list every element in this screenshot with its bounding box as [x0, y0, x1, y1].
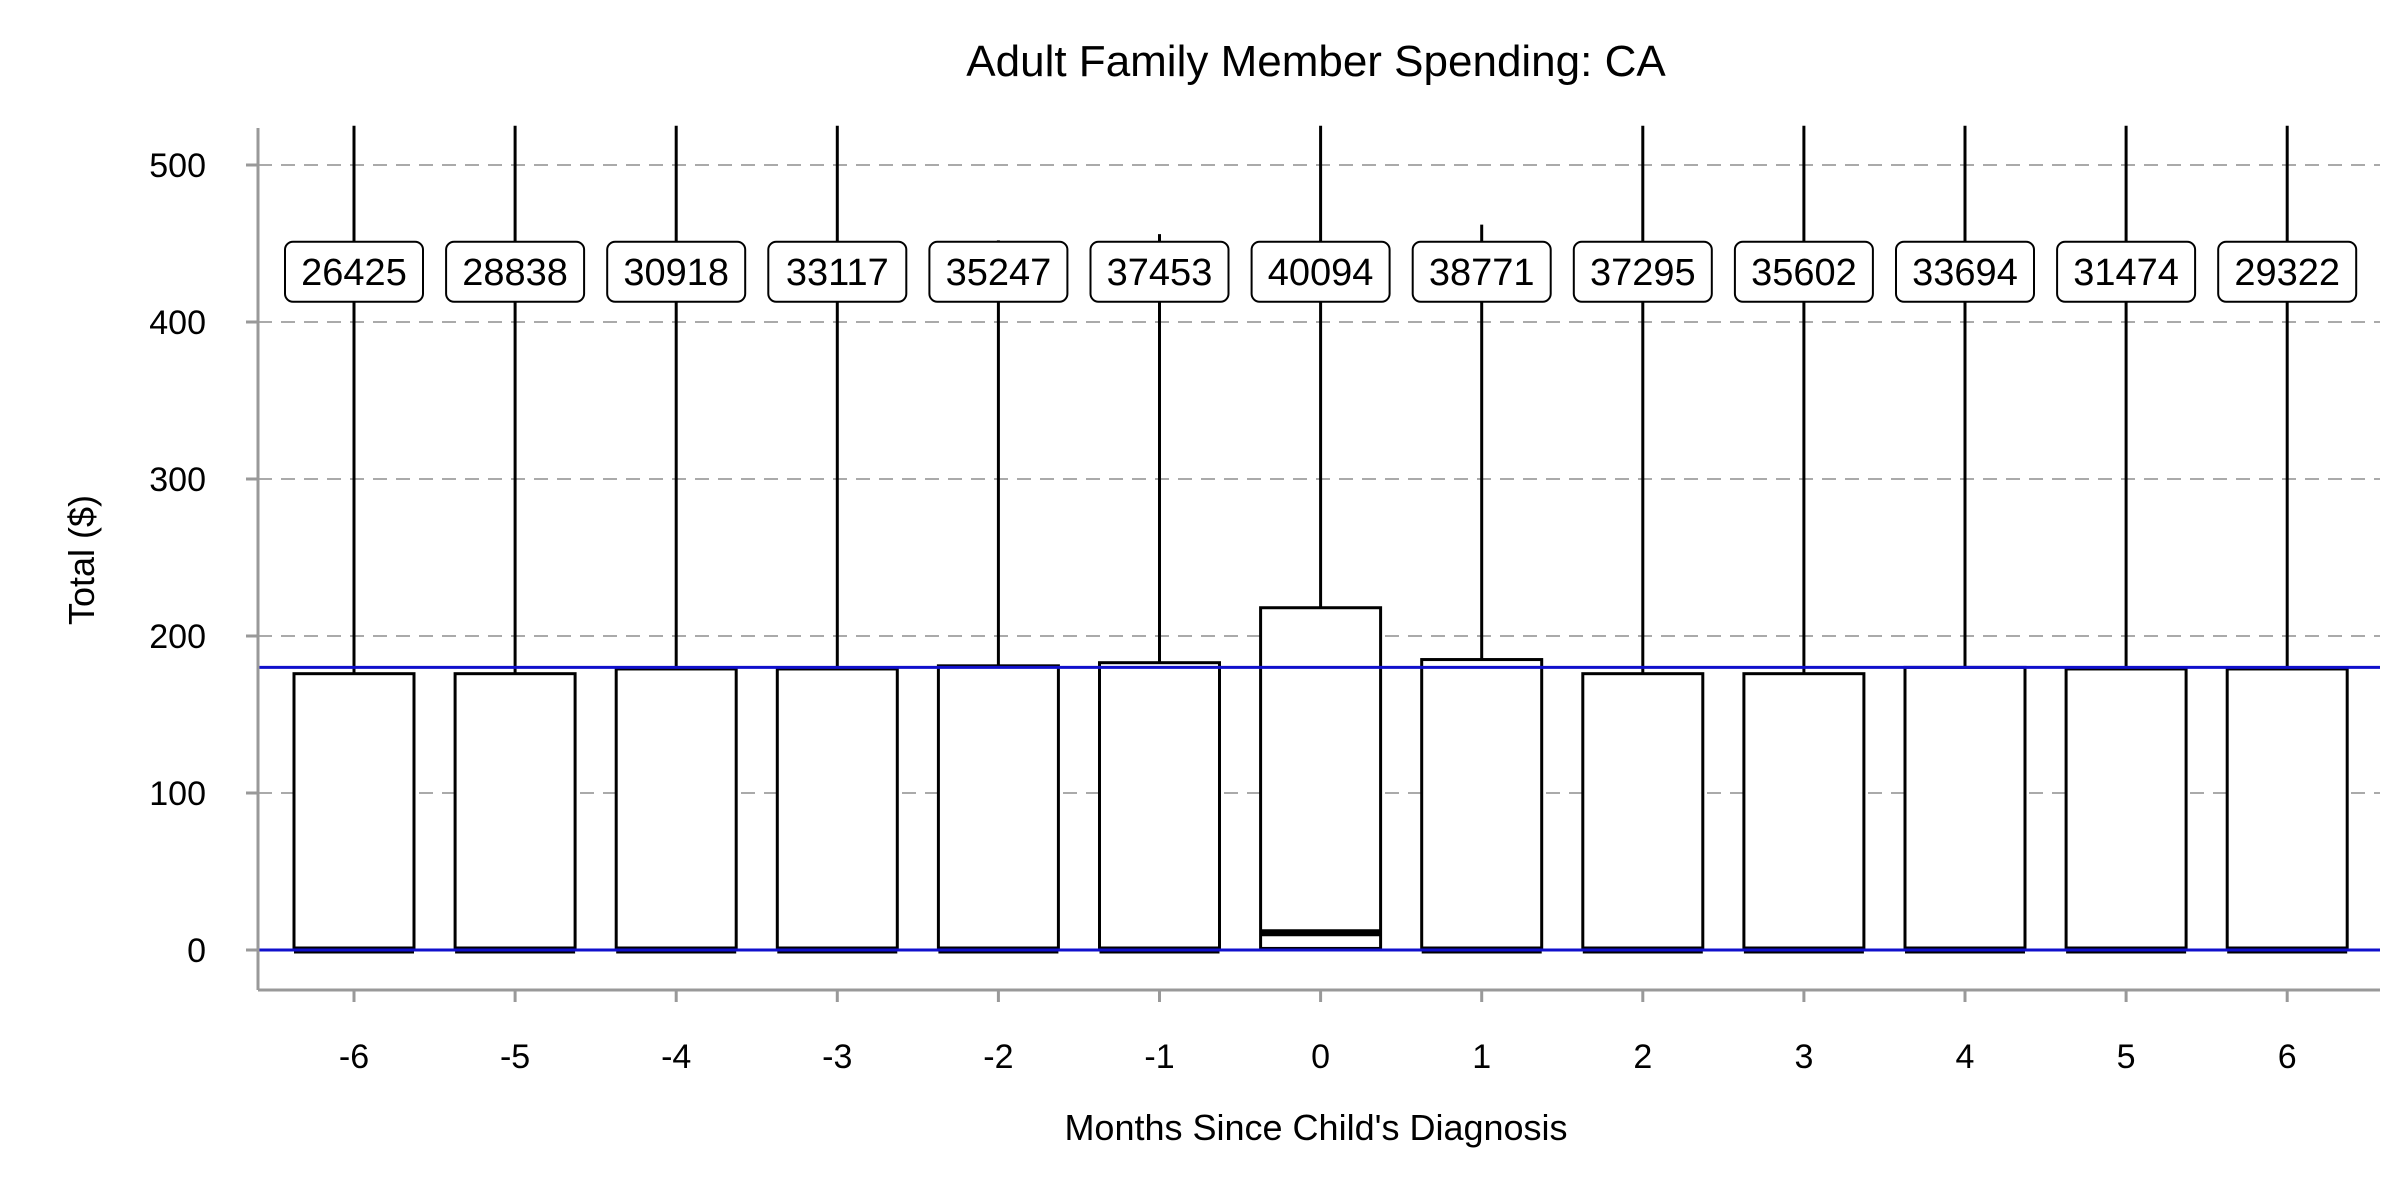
y-axis-ticks: 0 100 200 300 400 500 [149, 147, 258, 970]
box-group--6 [292, 125, 416, 954]
count-label--2: 35247 [928, 240, 1069, 303]
box-2 [1581, 672, 1705, 952]
count-label-text-2: 37295 [1590, 252, 1696, 294]
box-group--4 [614, 125, 738, 954]
x-axis-label: Months Since Child's Diagnosis [1064, 1107, 1567, 1148]
x-tick-label--1: -1 [1144, 1038, 1174, 1076]
count-label-text--6: 26425 [301, 252, 407, 294]
box--1 [1098, 661, 1221, 952]
x-tick-label--5: -5 [500, 1038, 530, 1076]
count-label-box--5 [445, 240, 586, 303]
y-tick-label-100: 100 [149, 775, 206, 813]
count-label-box-4 [1895, 240, 2035, 303]
count-label--4: 30918 [606, 240, 747, 303]
box-group--1 [1098, 234, 1221, 954]
x-tick-label-1: 1 [1472, 1038, 1491, 1076]
box-group-2 [1581, 125, 1705, 954]
axes [256, 128, 2380, 992]
count-label-box-3 [1733, 240, 1874, 303]
count-label-text--2: 35247 [946, 252, 1052, 294]
count-label-box--6 [284, 240, 424, 303]
chart-title: Adult Family Member Spending: CA [966, 37, 1666, 86]
y-tick-label-500: 500 [149, 147, 206, 185]
count-label-text--4: 30918 [623, 252, 729, 294]
box--2 [936, 664, 1060, 952]
box-3 [1742, 672, 1866, 952]
box--4 [614, 667, 738, 952]
box-group-0 [1259, 125, 1383, 950]
y-axis-label: Total ($) [61, 495, 102, 625]
count-label-text-4: 33694 [1912, 252, 2018, 294]
box-1 [1420, 658, 1544, 952]
count-label-box-0 [1250, 240, 1391, 303]
box--5 [453, 672, 577, 952]
x-axis-ticks: -6 -5 -4 -3 -2 -1 0 1 2 3 4 5 6 [339, 990, 2297, 1076]
count-label-2: 37295 [1572, 240, 1713, 303]
count-label-5: 31474 [2056, 240, 2197, 303]
count-label-text-1: 38771 [1429, 252, 1535, 294]
count-label--5: 28838 [445, 240, 586, 303]
x-tick-label-5: 5 [2117, 1038, 2136, 1076]
reference-lines [258, 665, 2380, 952]
box-4 [1903, 665, 2027, 952]
count-label-1: 38771 [1411, 240, 1552, 303]
count-label-text-0: 40094 [1268, 252, 1374, 294]
count-label-box-2 [1572, 240, 1713, 303]
x-tick-label-2: 2 [1633, 1038, 1652, 1076]
count-label-text--5: 28838 [462, 252, 568, 294]
count-label-text-6: 29322 [2234, 252, 2340, 294]
count-label-text-3: 35602 [1751, 252, 1857, 294]
count-label-0: 40094 [1250, 240, 1391, 303]
x-tick-label--2: -2 [983, 1038, 1013, 1076]
count-labels: 26425 28838 30918 33117 35247 37453 40094 38771… [284, 240, 2358, 303]
count-label-text--3: 33117 [786, 252, 889, 294]
box-group-1 [1420, 224, 1544, 954]
y-tick-label-200: 200 [149, 618, 206, 656]
x-tick-label--4: -4 [661, 1038, 691, 1076]
count-label-4: 33694 [1895, 240, 2035, 303]
x-tick-label-3: 3 [1794, 1038, 1813, 1076]
x-tick-label-6: 6 [2278, 1038, 2297, 1076]
count-label--6: 26425 [284, 240, 424, 303]
box-group-4 [1903, 125, 2027, 954]
count-label-3: 35602 [1733, 240, 1874, 303]
count-label-6: 29322 [2217, 240, 2358, 303]
count-label--3: 33117 [767, 240, 908, 303]
x-tick-label-4: 4 [1956, 1038, 1975, 1076]
x-tick-label--3: -3 [822, 1038, 852, 1076]
box-group--3 [775, 125, 899, 954]
box-5 [2064, 667, 2188, 952]
count-label-text--1: 37453 [1107, 252, 1213, 294]
box--3 [775, 667, 899, 952]
box--6 [292, 672, 416, 952]
y-tick-label-300: 300 [149, 461, 206, 499]
count-label-box-6 [2217, 240, 2358, 303]
count-label-text-5: 31474 [2073, 252, 2179, 294]
count-label-box--2 [928, 240, 1069, 303]
box-group-6 [2225, 125, 2349, 954]
count-label-box--3 [767, 240, 908, 303]
count-label-box--1 [1089, 240, 1230, 303]
count-label-box-1 [1411, 240, 1552, 303]
box-0 [1259, 606, 1383, 950]
y-tick-label-0: 0 [187, 932, 206, 970]
count-label--1: 37453 [1089, 240, 1230, 303]
count-label-box--4 [606, 240, 747, 303]
box-6 [2225, 667, 2349, 952]
box-group--2 [936, 240, 1060, 954]
x-tick-label-0: 0 [1311, 1038, 1330, 1076]
y-tick-label-400: 400 [149, 304, 206, 342]
x-tick-label--6: -6 [339, 1038, 369, 1076]
count-label-box-5 [2056, 240, 2197, 303]
boxes-layer [292, 125, 2349, 954]
